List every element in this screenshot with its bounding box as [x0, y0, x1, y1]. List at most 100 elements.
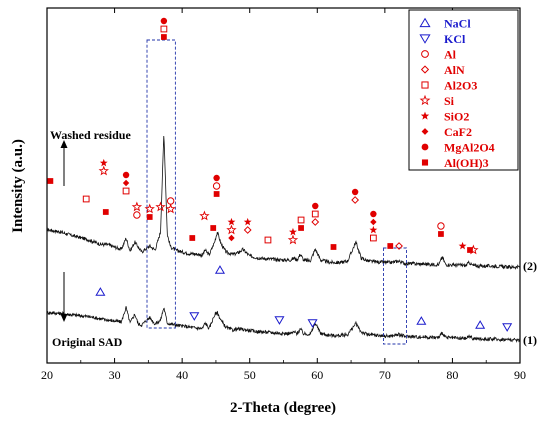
marker-stack-8 — [160, 17, 168, 40]
marker-circle-open — [166, 197, 175, 205]
x-tick-label-90: 90 — [514, 368, 526, 382]
marker-square-open — [264, 236, 272, 244]
highlight-box-1 — [146, 39, 176, 329]
legend-label-2: Al — [444, 48, 457, 62]
marker-stack-5 — [131, 201, 143, 219]
marker-stack-35 — [475, 320, 486, 329]
marker-stack-1 — [82, 195, 90, 203]
marker-star-filled — [369, 225, 378, 234]
x-tick-label-60: 60 — [311, 368, 323, 382]
marker-star-filled — [243, 217, 252, 226]
marker-square-filled — [467, 247, 473, 253]
curve-label-2: (2) — [523, 259, 537, 273]
marker-triangle-down — [419, 34, 431, 44]
marker-stack-7 — [155, 201, 166, 212]
marker-star-open — [287, 234, 299, 245]
legend-entry-0: NaCl — [419, 17, 471, 31]
x-tick-label-20: 20 — [41, 368, 53, 382]
marker-star-open — [419, 94, 431, 106]
marker-square-filled — [421, 159, 429, 166]
marker-star-open — [165, 203, 176, 214]
marker-circle-filled — [351, 188, 359, 196]
marker-stack-26 — [458, 241, 467, 250]
marker-square-filled — [387, 243, 394, 249]
legend-label-1: KCl — [444, 32, 466, 46]
legend-label-5: Si — [444, 94, 455, 108]
marker-stack-30 — [214, 265, 226, 274]
marker-square-filled — [213, 191, 220, 197]
legend-entry-1: KCl — [419, 32, 466, 46]
annotation-washed: Washed residue — [50, 128, 131, 186]
marker-stack-22 — [369, 210, 378, 242]
legend-label-9: Al(OH)3 — [444, 156, 489, 170]
marker-circle-open — [437, 222, 445, 230]
marker-stack-33 — [307, 319, 318, 328]
marker-stack-28 — [468, 244, 479, 255]
marker-star-filled — [227, 217, 236, 226]
marker-stack-12 — [210, 225, 217, 231]
marker-stack-20 — [330, 244, 337, 250]
annotation-original: Original SAD — [52, 272, 123, 349]
marker-stack-34 — [416, 316, 427, 325]
marker-square-open — [160, 25, 168, 33]
marker-square-open — [297, 216, 305, 224]
legend-entry-3: AlN — [420, 63, 465, 77]
legend-entry-6: SiO2 — [420, 110, 469, 124]
marker-star-filled — [289, 227, 297, 236]
y-axis-label: Intensity (a.u.) — [10, 139, 26, 233]
marker-circle-filled — [312, 202, 319, 210]
marker-square-open — [82, 195, 90, 203]
series-line-1 — [47, 136, 520, 270]
marker-stack-21 — [351, 188, 360, 204]
marker-triangle-up — [419, 17, 431, 28]
marker-circle-open — [421, 50, 429, 58]
x-tick-label-40: 40 — [176, 368, 188, 382]
marker-stack-16 — [264, 236, 272, 244]
marker-square-filled — [210, 225, 217, 231]
series-line-2 — [47, 306, 520, 343]
marker-stack-25 — [437, 222, 445, 237]
marker-stack-32 — [274, 316, 285, 325]
marker-stack-27 — [467, 247, 473, 253]
marker-square-filled — [189, 235, 196, 241]
marker-diamond-open — [351, 196, 360, 204]
marker-circle-filled — [122, 171, 130, 179]
x-tick-label-80: 80 — [446, 368, 458, 382]
marker-stack-31 — [189, 312, 200, 321]
marker-stack-2 — [98, 158, 109, 176]
marker-diamond-filled — [421, 128, 429, 135]
legend-label-8: MgAl2O4 — [444, 141, 495, 155]
legend-label-0: NaCl — [444, 17, 471, 31]
marker-square-filled — [298, 225, 304, 231]
x-axis-label: 2-Theta (degree) — [230, 400, 336, 416]
marker-circle-filled — [370, 210, 377, 218]
marker-circle-filled — [160, 17, 168, 25]
marker-triangle-up — [475, 320, 486, 329]
marker-circle-open — [212, 182, 221, 190]
marker-star-open — [98, 165, 109, 176]
marker-diamond-open — [395, 242, 403, 250]
marker-stack-10 — [189, 235, 196, 241]
marker-square-filled — [146, 214, 153, 220]
marker-triangle-down — [274, 316, 285, 325]
marker-circle-filled — [213, 174, 220, 182]
marker-square-open — [122, 187, 130, 195]
x-tick-label-50: 50 — [244, 368, 256, 382]
marker-star-filled — [458, 241, 467, 250]
marker-stack-3 — [102, 209, 109, 215]
washed-residue-label: Washed residue — [50, 128, 131, 142]
legend-entry-2: Al — [421, 48, 457, 62]
legend-label-7: CaF2 — [444, 125, 472, 139]
legend-entry-4: Al2O3 — [421, 79, 477, 93]
marker-triangle-up — [416, 316, 427, 325]
marker-triangle-down — [307, 319, 318, 328]
curve-label-1: (1) — [523, 333, 537, 347]
marker-stack-0 — [47, 178, 54, 184]
marker-diamond-filled — [370, 218, 377, 226]
legend-label-4: Al2O3 — [444, 79, 477, 93]
marker-square-filled — [161, 34, 167, 40]
marker-stack-13 — [212, 174, 221, 197]
marker-stack-14 — [226, 217, 237, 242]
legend-label-6: SiO2 — [444, 110, 469, 124]
